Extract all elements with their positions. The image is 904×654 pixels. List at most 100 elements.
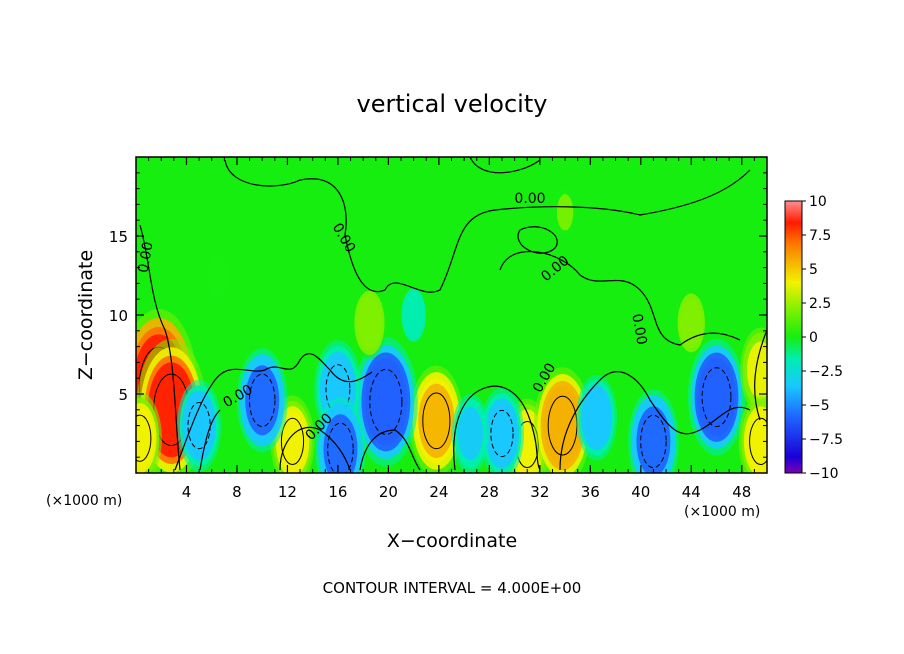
- colorbar-tick-label: −7.5: [809, 432, 843, 448]
- zero-contour: [469, 157, 541, 174]
- feature-shade: [277, 410, 308, 473]
- feature-shade: [543, 386, 582, 465]
- x-tick-label: 20: [379, 483, 398, 501]
- y-tick-label: 15: [109, 228, 128, 246]
- velocity-feature: [738, 395, 767, 473]
- x-tick-label: 44: [682, 483, 701, 501]
- zero-contour: [199, 409, 221, 471]
- colorbar-tick-label: 10: [809, 194, 827, 210]
- feature-shade: [418, 383, 455, 458]
- zero-contour: [224, 159, 751, 293]
- contour-lines: [139, 157, 767, 471]
- feature-contour: [490, 409, 514, 458]
- feature-shade: [457, 406, 484, 461]
- zero-contour: [559, 371, 751, 471]
- contour-value-label: 0.00: [514, 191, 545, 207]
- zero-contour: [279, 426, 351, 471]
- contour-value-label: 0.00: [628, 313, 649, 346]
- velocity-feature: [352, 286, 387, 360]
- colorbar-tick-label: 5: [809, 262, 818, 278]
- chart-title: vertical velocity: [357, 90, 548, 118]
- zero-contour: [174, 353, 373, 471]
- colorbar-tick-label: −10: [809, 466, 839, 482]
- x-tick-label: 16: [328, 483, 347, 501]
- colorbar-tick-label: −5: [809, 398, 830, 414]
- feature-contour: [749, 417, 767, 465]
- velocity-feature: [353, 337, 418, 467]
- velocity-feature: [451, 393, 490, 473]
- colorbar-ticks: 10 7.5 5 2.5 0 −2.5 −5 −7.5 −10: [802, 194, 843, 482]
- velocity-feature: [576, 374, 618, 461]
- zero-contour: [359, 429, 421, 471]
- feature-shade: [136, 407, 155, 470]
- feature-shade: [210, 258, 226, 293]
- colorbar-gradient: [784, 200, 803, 474]
- y-axis-label: Z−coordinate: [75, 250, 97, 380]
- velocity-feature: [628, 389, 679, 473]
- colorbar-tick-label: 2.5: [809, 296, 831, 312]
- velocity-feature: [533, 367, 592, 473]
- x-unit-label-left: (×1000 m): [46, 493, 122, 509]
- feature-shade: [245, 365, 280, 436]
- colorbar-tick-label: 0: [809, 330, 818, 346]
- velocity-feature: [687, 338, 746, 456]
- velocity-feature: [315, 397, 366, 473]
- plot-area: 0.000.000.00 0.000.000.000.000.00 4 8 12 16 2…: [109, 156, 768, 501]
- feature-shade: [746, 341, 767, 399]
- feature-contour: [136, 414, 152, 462]
- feature-shade: [745, 410, 767, 473]
- feature-contour: [327, 422, 354, 473]
- x-tick-label: 24: [429, 483, 448, 501]
- x-tick-label: 8: [232, 483, 242, 501]
- feature-shade: [636, 406, 671, 473]
- velocity-feature: [479, 387, 525, 473]
- feature-shade: [404, 294, 423, 336]
- y-tick-label: 5: [118, 386, 128, 404]
- colorbar-tick-label: 7.5: [809, 228, 831, 244]
- velocity-feature: [409, 365, 464, 473]
- colorbar: 10 7.5 5 2.5 0 −2.5 −5 −7.5 −10: [784, 194, 843, 482]
- x-axis: 4 8 12 16 20 24 28 32 36 40 44 48: [148, 157, 755, 501]
- feature-shade: [184, 394, 214, 457]
- x-unit-label-right: (×1000 m): [684, 504, 760, 520]
- x-tick-label: 36: [581, 483, 600, 501]
- zero-contour: [453, 385, 541, 471]
- velocity-feature: [177, 379, 222, 472]
- x-axis-label: X−coordinate: [387, 530, 517, 552]
- feature-shade: [680, 300, 702, 346]
- feature-contour: [369, 368, 403, 435]
- x-tick-label: 40: [631, 483, 650, 501]
- x-tick-label: 28: [480, 483, 499, 501]
- feature-contour: [640, 414, 667, 469]
- velocity-feature: [236, 348, 288, 453]
- feature-shade: [364, 358, 408, 446]
- velocity-field: [136, 185, 767, 473]
- zero-contour: [499, 250, 741, 346]
- velocity-feature: [136, 392, 162, 473]
- feature-shade: [697, 357, 736, 437]
- velocity-feature: [552, 185, 578, 240]
- feature-contour: [325, 364, 351, 415]
- contour-value-label: 0.00: [135, 241, 156, 274]
- feature-shade: [357, 298, 381, 348]
- feature-shade: [582, 389, 611, 447]
- feature-contour: [701, 367, 732, 428]
- velocity-feature: [399, 284, 428, 346]
- feature-contour: [422, 392, 451, 450]
- x-tick-label: 4: [182, 483, 192, 501]
- zero-contour: [139, 224, 181, 471]
- y-tick-label: 10: [109, 307, 128, 325]
- zero-contour: [754, 329, 767, 421]
- feature-contour: [280, 417, 305, 465]
- colorbar-tick-label: −2.5: [809, 364, 843, 380]
- feature-contour: [248, 373, 276, 428]
- velocity-feature: [675, 289, 707, 357]
- feature-shade: [487, 402, 517, 465]
- x-tick-label: 32: [530, 483, 549, 501]
- zero-contour: [517, 226, 558, 254]
- contour-interval-note: CONTOUR INTERVAL = 4.000E+00: [323, 579, 582, 597]
- x-tick-label: 48: [732, 483, 751, 501]
- x-tick-label: 12: [278, 483, 297, 501]
- feature-shade: [556, 194, 574, 231]
